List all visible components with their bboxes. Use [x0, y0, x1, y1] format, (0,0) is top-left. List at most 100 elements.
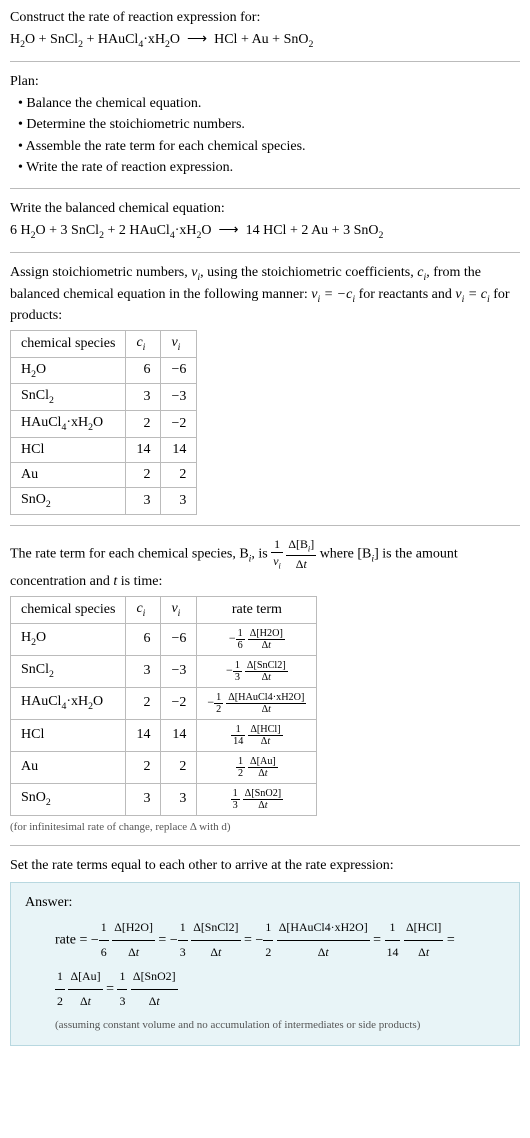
eq-right: HCl + Au + SnO2 — [214, 32, 313, 47]
cell-nu: 14 — [161, 437, 197, 462]
cell-c: 2 — [126, 751, 161, 783]
divider — [10, 61, 520, 62]
cell-c: 14 — [126, 437, 161, 462]
cell-rateterm: −12 Δ[HAuCl4·xH2O]Δt — [197, 687, 317, 719]
cell-species: HCl — [11, 437, 126, 462]
cell-species: Au — [11, 462, 126, 487]
stoich-table: chemical species ci νi H2O6−6 SnCl23−3 H… — [10, 330, 197, 515]
table-header-row: chemical species ci νi — [11, 330, 197, 357]
divider — [10, 188, 520, 189]
answer-label: Answer: — [25, 893, 505, 913]
eq-left: H2O + SnCl2 + HAuCl4·xH2O — [10, 32, 180, 47]
table-row: SnO23313 Δ[SnO2]Δt — [11, 783, 317, 815]
rate-label: rate = — [55, 933, 91, 948]
text: is time: — [117, 574, 162, 589]
cell-rateterm: 13 Δ[SnO2]Δt — [197, 783, 317, 815]
cell-species: Au — [11, 751, 126, 783]
cell-nu: −2 — [161, 411, 197, 438]
text: for reactants and — [355, 287, 455, 302]
cell-rateterm: −16 Δ[H2O]Δt — [197, 623, 317, 655]
cell-species: H2O — [11, 357, 126, 384]
infinitesimal-note: (for infinitesimal rate of change, repla… — [10, 820, 520, 835]
nu-i: νi — [191, 265, 200, 280]
plan-bullet: • Write the rate of reaction expression. — [10, 158, 520, 178]
table-row: HCl1414 — [11, 437, 197, 462]
table-row: SnCl23−3−13 Δ[SnCl2]Δt — [11, 655, 317, 687]
prompt-equation: H2O + SnCl2 + HAuCl4·xH2O ⟶ HCl + Au + S… — [10, 30, 520, 52]
cell-c: 14 — [126, 719, 161, 751]
cell-rateterm: −13 Δ[SnCl2]Δt — [197, 655, 317, 687]
rateterm-text: The rate term for each chemical species,… — [10, 536, 520, 592]
table-row: Au22 — [11, 462, 197, 487]
eq-right: 14 HCl + 2 Au + 3 SnO2 — [246, 223, 384, 238]
plan-section: Plan: • Balance the chemical equation. •… — [10, 72, 520, 178]
cell-rateterm: 12 Δ[Au]Δt — [197, 751, 317, 783]
cell-nu: −3 — [161, 655, 197, 687]
cell-nu: −2 — [161, 687, 197, 719]
prompt-text: Construct the rate of reaction expressio… — [10, 8, 520, 28]
arrow: ⟶ — [219, 223, 239, 238]
table-row: HAuCl4·xH2O2−2−12 Δ[HAuCl4·xH2O]Δt — [11, 687, 317, 719]
cell-species: SnO2 — [11, 783, 126, 815]
cell-species: HCl — [11, 719, 126, 751]
balanced-section: Write the balanced chemical equation: 6 … — [10, 199, 520, 242]
table-row: H2O6−6−16 Δ[H2O]Δt — [11, 623, 317, 655]
assign-section: Assign stoichiometric numbers, νi, using… — [10, 263, 520, 515]
table-row: SnCl23−3 — [11, 384, 197, 411]
cell-c: 2 — [126, 687, 161, 719]
text: The rate term for each chemical species,… — [10, 546, 249, 561]
assumption-note: (assuming constant volume and no accumul… — [25, 1018, 505, 1033]
rateterm-section: The rate term for each chemical species,… — [10, 536, 520, 835]
cell-nu: −6 — [161, 623, 197, 655]
answer-box: Answer: rate = −16 Δ[H2O]Δt = −13 Δ[SnCl… — [10, 882, 520, 1046]
assign-text: Assign stoichiometric numbers, νi, using… — [10, 263, 520, 326]
plan-bullet: • Determine the stoichiometric numbers. — [10, 115, 520, 135]
balanced-heading: Write the balanced chemical equation: — [10, 199, 520, 219]
cell-nu: 3 — [161, 487, 197, 514]
cell-nu: −6 — [161, 357, 197, 384]
plan-bullet-text: Assemble the rate term for each chemical… — [26, 139, 306, 154]
cell-species: H2O — [11, 623, 126, 655]
plan-bullet-text: Balance the chemical equation. — [26, 96, 201, 111]
eq: νi = −ci — [311, 287, 355, 302]
text: Assign stoichiometric numbers, — [10, 265, 191, 280]
cell-c: 3 — [126, 487, 161, 514]
rate-table: chemical species ci νi rate term H2O6−6−… — [10, 596, 317, 816]
cell-species: SnCl2 — [11, 655, 126, 687]
cell-rateterm: 114 Δ[HCl]Δt — [197, 719, 317, 751]
cell-c: 3 — [126, 783, 161, 815]
rate-formula: 1νi Δ[Bi]Δt — [271, 546, 319, 561]
table-row: SnO233 — [11, 487, 197, 514]
text: where [B — [320, 546, 372, 561]
cell-c: 6 — [126, 623, 161, 655]
text: , using the stoichiometric coefficients, — [200, 265, 417, 280]
col-species: chemical species — [11, 330, 126, 357]
cell-c: 6 — [126, 357, 161, 384]
divider — [10, 845, 520, 846]
rate-expression: rate = −16 Δ[H2O]Δt = −13 Δ[SnCl2]Δt = −… — [25, 916, 505, 1013]
col-rateterm: rate term — [197, 597, 317, 624]
divider — [10, 252, 520, 253]
col-species: chemical species — [11, 597, 126, 624]
divider — [10, 525, 520, 526]
eq-left: 6 H2O + 3 SnCl2 + 2 HAuCl4·xH2O — [10, 223, 212, 238]
balanced-equation: 6 H2O + 3 SnCl2 + 2 HAuCl4·xH2O ⟶ 14 HCl… — [10, 221, 520, 243]
plan-bullet: • Balance the chemical equation. — [10, 94, 520, 114]
c-i: ci — [417, 265, 426, 280]
cell-species: HAuCl4·xH2O — [11, 411, 126, 438]
eq: νi = ci — [455, 287, 489, 302]
cell-c: 2 — [126, 462, 161, 487]
col-nui: νi — [161, 330, 197, 357]
plan-bullet-text: Determine the stoichiometric numbers. — [26, 117, 245, 132]
cell-species: SnCl2 — [11, 384, 126, 411]
cell-c: 3 — [126, 655, 161, 687]
cell-nu: 2 — [161, 751, 197, 783]
col-nui: νi — [161, 597, 197, 624]
cell-nu: 14 — [161, 719, 197, 751]
cell-c: 2 — [126, 411, 161, 438]
table-row: Au2212 Δ[Au]Δt — [11, 751, 317, 783]
table-row: HAuCl4·xH2O2−2 — [11, 411, 197, 438]
cell-species: SnO2 — [11, 487, 126, 514]
plan-bullet-text: Write the rate of reaction expression. — [26, 160, 233, 175]
cell-nu: 3 — [161, 783, 197, 815]
